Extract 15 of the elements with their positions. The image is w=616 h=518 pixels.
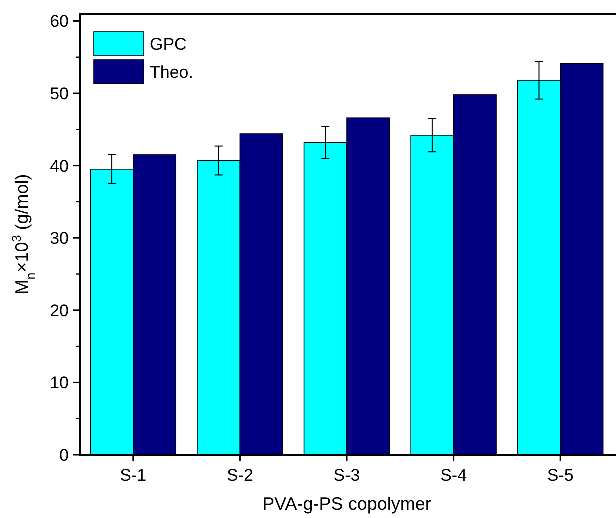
x-tick-label: S-3 <box>334 466 360 485</box>
legend-label: Theo. <box>150 62 194 82</box>
x-tick-label: S-5 <box>547 466 574 485</box>
y-tick-label: 0 <box>60 446 69 465</box>
y-tick-label: 60 <box>50 12 69 32</box>
y-tick-label: 50 <box>50 84 69 104</box>
x-tick-label: S-1 <box>120 466 147 485</box>
x-tick-label: S-2 <box>226 466 254 485</box>
y-tick-label: 10 <box>50 374 69 393</box>
y-tick-label: 40 <box>50 156 69 176</box>
x-axis-title: PVA-g-PS copolymer <box>262 494 432 514</box>
x-tick-label: S-4 <box>440 466 468 485</box>
y-tick-label: 20 <box>50 301 69 320</box>
legend-label: GPC <box>150 34 187 54</box>
y-tick-label: 30 <box>50 229 69 248</box>
